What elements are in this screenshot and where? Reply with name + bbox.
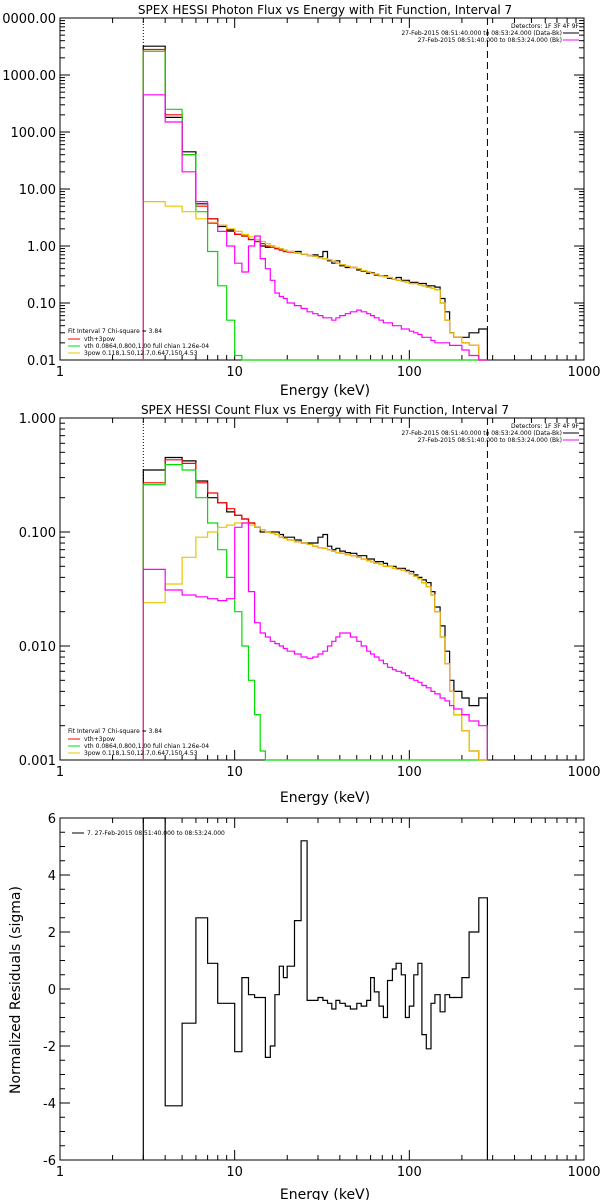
x-axis-label: Energy (keV)	[280, 1187, 370, 1200]
x-axis-label: Energy (keV)	[280, 790, 370, 806]
axis-ticks: 1 10 100 1000 0.01 0.10 1.00 10.00 100.00 1000.00…	[2, 12, 600, 380]
x-tick-label: 10	[226, 765, 243, 780]
legend-entry: vth 0.0864,0.800,1.00 full chian 1.26e-0…	[84, 343, 209, 350]
x-tick-label: 1	[56, 1165, 64, 1180]
x-tick-label: 1	[56, 765, 64, 780]
panel-photon-flux: SPEX HESSI Photon Flux vs Energy with Fi…	[2, 3, 600, 399]
x-tick-label: 10	[226, 365, 243, 380]
legend-entry: 3pow 0.118,1.50,12.7,0.647,150,4.53	[84, 750, 198, 757]
y-tick-label: 0.010	[19, 640, 56, 655]
y-tick-label: 4	[48, 869, 56, 884]
y-tick-label: 0.10	[27, 297, 56, 312]
y-tick-label: 0000.00	[2, 12, 56, 27]
series-line	[142, 522, 488, 760]
legend-bottom-left: Fit Interval 7 Chi-square = 3.84 vth+3po…	[68, 328, 209, 357]
legend-entry: Detectors: 1F 3F 4F 9F	[511, 23, 580, 30]
legend-entry: 27-Feb-2015 08:51:40.000 to 08:53:24.000…	[401, 430, 562, 437]
x-tick-label: 1000	[567, 365, 600, 380]
axis-ticks: 1 10 100 1000 0.001 0.010 0.100 1.000	[19, 412, 600, 780]
series-group	[142, 456, 488, 761]
y-tick-label: 1.000	[19, 412, 56, 427]
y-tick-label: 1.00	[27, 240, 56, 255]
y-tick-label: -2	[43, 1040, 56, 1055]
y-tick-label: 0.01	[27, 354, 56, 369]
y-tick-label: 0	[48, 983, 56, 998]
legend-entry: 27-Feb-2015 08:51:40.000 to 08:53:24.000…	[418, 37, 562, 44]
y-axis-label: Normalized Residuals (sigma)	[8, 886, 24, 1094]
legend-entry: Fit Interval 7 Chi-square = 3.84	[68, 728, 162, 735]
x-axis-label: Energy (keV)	[280, 383, 370, 399]
panel-count-flux: SPEX HESSI Count Flux vs Energy with Fit…	[19, 403, 600, 806]
legend-entry: 27-Feb-2015 08:51:40.000 to 08:53:24.000…	[418, 437, 562, 444]
x-tick-label: 100	[397, 765, 422, 780]
legend-entry: 27-Feb-2015 08:51:40.000 to 08:53:24.000…	[401, 30, 562, 37]
panel-residuals: 1 10 100 1000 -6 -4 -2 0 2 4 6 7. 27-Feb-2015 08:5…	[8, 812, 600, 1200]
y-tick-label: 100.00	[11, 126, 57, 141]
legend-entry: vth+3pow	[84, 736, 115, 743]
x-tick-label: 100	[397, 1165, 422, 1180]
y-tick-label: 1000.00	[2, 69, 56, 84]
series-line	[142, 522, 488, 761]
series-line	[142, 464, 488, 761]
panel-title: SPEX HESSI Photon Flux vs Energy with Fi…	[138, 3, 512, 17]
y-tick-label: 2	[48, 926, 56, 941]
legend-top-right: Detectors: 1F 3F 4F 9F 27-Feb-2015 08:51…	[401, 423, 579, 444]
y-tick-label: -6	[43, 1154, 56, 1169]
axis-ticks: 1 10 100 1000 -6 -4 -2 0 2 4 6	[43, 812, 600, 1180]
y-tick-label: 0.100	[19, 526, 56, 541]
x-tick-label: 1000	[567, 1165, 600, 1180]
legend-entry: 7. 27-Feb-2015 08:51:40.000 to 08:53:24.…	[87, 830, 225, 837]
series-line	[142, 50, 488, 361]
y-tick-label: -4	[43, 1097, 56, 1112]
y-tick-label: 6	[48, 812, 56, 827]
y-tick-label: 10.00	[19, 183, 56, 198]
x-tick-label: 10	[226, 1165, 243, 1180]
series-group	[142, 45, 488, 361]
series-group	[142, 817, 488, 1160]
panel-title: SPEX HESSI Count Flux vs Energy with Fit…	[141, 403, 509, 417]
series-line	[142, 94, 488, 361]
legend-entry: Fit Interval 7 Chi-square = 3.84	[68, 328, 162, 335]
legend-bottom-left: Fit Interval 7 Chi-square = 3.84 vth+3po…	[68, 728, 209, 757]
x-tick-label: 100	[397, 365, 422, 380]
legend-top-right: Detectors: 1F 3F 4F 9F 27-Feb-2015 08:51…	[401, 23, 579, 44]
x-tick-label: 1000	[567, 765, 600, 780]
series-line	[142, 201, 488, 361]
legend-entry: Detectors: 1F 3F 4F 9F	[511, 423, 580, 430]
legend-entry: vth 0.0864,0.800,1.00 full chian 1.26e-0…	[84, 743, 209, 750]
legend-entry: vth+3pow	[84, 336, 115, 343]
x-tick-label: 1	[56, 365, 64, 380]
series-line	[142, 817, 488, 1160]
legend-entry: 3pow 0.118,1.50,12.7,0.647,150,4.53	[84, 350, 198, 357]
legend-top-left: 7. 27-Feb-2015 08:51:40.000 to 08:53:24.…	[72, 830, 225, 837]
y-tick-label: 0.001	[19, 754, 56, 769]
